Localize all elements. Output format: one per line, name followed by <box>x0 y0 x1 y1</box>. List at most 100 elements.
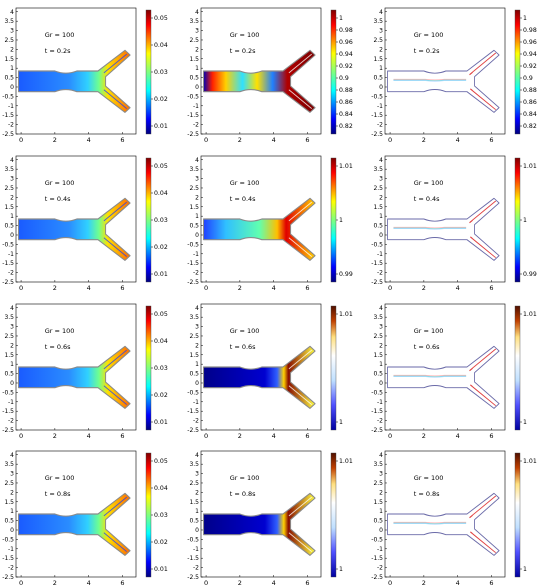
channel-field <box>203 345 316 409</box>
time-annotation: t = 0.2s <box>229 46 256 55</box>
axes-frame <box>15 303 137 431</box>
axes-frame <box>200 450 322 578</box>
y-tick-label: 3.5 <box>4 314 14 321</box>
colorbar <box>330 9 337 135</box>
panel-plot: 4 3.5 3 2.5 2 1.5 1 0.5 0 -0.5 -1 -1.5 -2 -2.5 0 2 4 6 1.0… <box>187 155 353 292</box>
y-tick-label: -0.5 <box>371 241 383 248</box>
y-tick-label: 2 <box>195 489 199 496</box>
x-tick-label: 2 <box>238 579 242 587</box>
y-tick-label: 4 <box>10 9 14 16</box>
y-tick-label: 4 <box>195 452 199 459</box>
x-tick-label: 2 <box>238 284 242 292</box>
y-tick-label: -0.5 <box>2 241 14 248</box>
contour-line <box>393 521 467 524</box>
panel-plot: 4 3.5 3 2.5 2 1.5 1 0.5 0 -0.5 -1 -1.5 -2 -2.5 0 2 4 6 1 0.… <box>187 7 353 144</box>
y-tick-label: 1.5 <box>373 56 383 63</box>
y-tick-label: 2 <box>379 342 383 349</box>
colorbar-tick-label: 0.92 <box>339 63 353 70</box>
channel-field <box>203 197 316 261</box>
y-tick-label: 0 <box>379 232 383 239</box>
y-tick-label: -1.5 <box>371 112 383 119</box>
channel-wall <box>103 201 127 257</box>
y-tick-label: 0.5 <box>373 518 383 525</box>
y-tick-label: -0.5 <box>2 93 14 100</box>
channel-shape <box>387 345 500 409</box>
colorbar <box>514 305 521 431</box>
y-tick-label: 0 <box>379 527 383 534</box>
y-tick-label: -0.5 <box>2 389 14 396</box>
contour-line <box>393 79 467 81</box>
x-tick-label: 6 <box>120 432 124 440</box>
contour-line <box>393 522 467 524</box>
y-tick-label: 3.5 <box>373 461 383 468</box>
y-tick-label: 0 <box>379 84 383 91</box>
contour-line <box>393 376 467 378</box>
colorbar-tick-label: 0.02 <box>154 539 168 546</box>
x-tick-label: 2 <box>238 432 242 440</box>
y-tick-label: 0.5 <box>189 518 199 525</box>
x-tick-label: 6 <box>489 579 493 587</box>
colorbar-tick-label: 0.05 <box>154 163 168 170</box>
colorbar <box>514 452 521 578</box>
x-tick-label: 4 <box>456 579 460 587</box>
gr-annotation: Gr = 100 <box>413 473 444 482</box>
y-tick-label: 2.5 <box>189 480 199 487</box>
colorbar-tick-label: 0.02 <box>154 392 168 399</box>
colorbar-tick-label: 0.03 <box>154 69 168 76</box>
y-tick-label: 2.5 <box>189 37 199 44</box>
x-tick-label: 6 <box>120 284 124 292</box>
y-tick-label: 3 <box>195 28 199 35</box>
y-tick-label: 2 <box>10 489 14 496</box>
y-tick-label: -0.5 <box>371 93 383 100</box>
chart-panel: 4 3.5 3 2.5 2 1.5 1 0.5 0 -0.5 -1 -1.5 -2 -2.5 0 2 4 6 1 0.… <box>185 0 365 144</box>
colorbar-tick-label: 1 <box>339 419 343 426</box>
axes-frame <box>15 450 137 578</box>
channel-shape <box>18 492 131 556</box>
x-tick-label: 4 <box>272 136 276 144</box>
channel-wall <box>472 349 496 405</box>
channel-shape <box>203 345 316 409</box>
axes-frame <box>200 155 322 283</box>
y-tick-label: 0.5 <box>189 223 199 230</box>
panel-plot: 4 3.5 3 2.5 2 1.5 1 0.5 0 -0.5 -1 -1.5 -2 -2.5 0 2 4 6 1 0.… <box>371 7 537 144</box>
y-tick-label: 3 <box>379 471 383 478</box>
channel-field <box>387 197 500 261</box>
y-tick-label: 0.5 <box>373 223 383 230</box>
y-tick-label: -2.5 <box>371 574 383 581</box>
time-annotation: t = 0.4s <box>229 194 256 203</box>
y-tick-label: 2.5 <box>4 480 14 487</box>
x-tick-label: 0 <box>388 284 392 292</box>
colorbar-tick-label: 0.98 <box>523 27 537 34</box>
colorbar-tick-label: 0.02 <box>154 244 168 251</box>
y-tick-label: -2 <box>193 565 199 572</box>
panel-plot: 4 3.5 3 2.5 2 1.5 1 0.5 0 -0.5 -1 -1.5 -2 -2.5 0 2 4 6 0.0… <box>2 303 168 440</box>
gr-annotation: Gr = 100 <box>229 30 260 39</box>
y-tick-label: 1.5 <box>189 56 199 63</box>
y-tick-label: -2 <box>377 565 383 572</box>
x-tick-label: 4 <box>456 284 460 292</box>
y-tick-label: 1 <box>195 213 199 220</box>
y-tick-label: -2 <box>193 418 199 425</box>
y-tick-label: -1.5 <box>187 112 199 119</box>
contour-line <box>469 200 497 259</box>
contour-line <box>393 375 467 377</box>
colorbar-tick-label: 0.04 <box>154 42 168 49</box>
x-tick-label: 0 <box>388 432 392 440</box>
panel-plot: 4 3.5 3 2.5 2 1.5 1 0.5 0 -0.5 -1 -1.5 -2 -2.5 0 2 4 6 1.0… <box>187 450 353 587</box>
time-annotation: t = 0.8s <box>229 489 256 498</box>
y-tick-label: 3.5 <box>4 18 14 25</box>
chart-panel: 4 3.5 3 2.5 2 1.5 1 0.5 0 -0.5 -1 -1.5 -2 -2.5 0 2 4 6 0.0… <box>0 443 180 587</box>
axes-frame <box>200 7 322 135</box>
y-tick-label: 0.5 <box>373 371 383 378</box>
y-tick-label: -2.5 <box>187 131 199 138</box>
y-tick-label: 0.5 <box>4 371 14 378</box>
channel-shape <box>387 197 500 261</box>
y-tick-label: 4 <box>379 157 383 164</box>
x-tick-label: 2 <box>53 136 57 144</box>
y-tick-label: 0.5 <box>4 223 14 230</box>
colorbar-tick-label: 1 <box>523 217 527 224</box>
colorbar-tick-label: 0.94 <box>339 51 353 58</box>
y-tick-label: -1.5 <box>187 408 199 415</box>
y-tick-label: 2.5 <box>189 185 199 192</box>
